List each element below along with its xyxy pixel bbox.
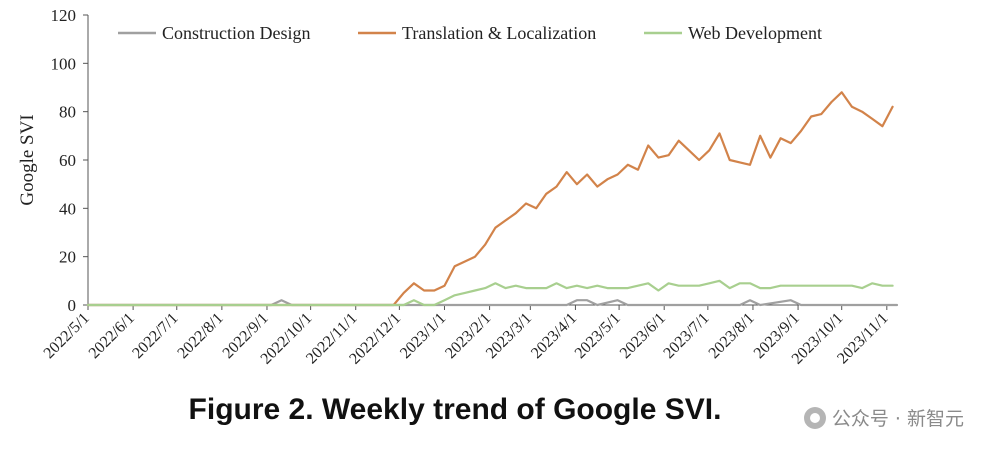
wechat-icon <box>803 406 826 429</box>
y-tick-label: 80 <box>59 103 76 122</box>
y-tick-label: 120 <box>51 6 77 25</box>
series-layer <box>86 91 899 307</box>
figure-caption: Figure 2. Weekly trend of Google SVI. <box>188 393 722 426</box>
y-tick-label: 40 <box>59 199 76 218</box>
x-tick-label: 2023/8/1 <box>706 310 758 362</box>
legend-label: Translation & Localization <box>402 23 596 43</box>
legend-label: Web Development <box>688 23 822 43</box>
x-tick-label: 2022/8/1 <box>174 310 226 362</box>
x-tick-label: 2022/7/1 <box>129 310 181 362</box>
y-tick-label: 60 <box>59 151 76 170</box>
y-tick-label: 100 <box>51 54 77 73</box>
x-tick-label: 2023/1/1 <box>397 310 449 362</box>
y-tick-label: 20 <box>59 248 76 267</box>
legend-label: Construction Design <box>162 23 311 43</box>
x-tick-label: 2023/7/1 <box>660 310 712 362</box>
x-axis: 2022/5/12022/6/12022/7/12022/8/12022/9/1… <box>41 304 897 368</box>
x-tick-label: 2023/6/1 <box>617 310 669 362</box>
y-tick-label: 0 <box>68 296 77 315</box>
series-line-translation-localization <box>86 91 894 307</box>
series-line-construction-design <box>86 299 899 307</box>
x-tick-label: 2023/4/1 <box>528 310 580 362</box>
x-tick-label: 2022/6/1 <box>86 310 138 362</box>
y-axis: 0 20 40 60 80 100 120 <box>51 6 89 315</box>
x-tick-label: 2023/3/1 <box>483 310 535 362</box>
watermark: 公众号 · 新智元 <box>803 404 964 431</box>
x-tick-label: 2022/5/1 <box>41 310 93 362</box>
y-axis-label: Google SVI <box>17 114 38 205</box>
legend: Construction Design Translation & Localiz… <box>118 23 822 43</box>
series-line-web-development <box>86 279 894 307</box>
watermark-text: 公众号 · 新智元 <box>831 408 964 430</box>
x-tick-label: 2023/5/1 <box>572 310 624 362</box>
